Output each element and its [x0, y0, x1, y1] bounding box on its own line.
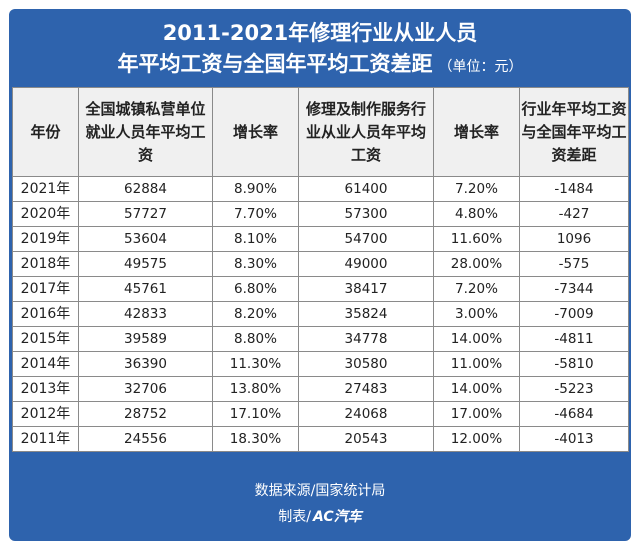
cell-repair-wage: 30580	[298, 351, 434, 377]
header-repair-growth: 增长率	[433, 87, 520, 177]
header-repair-wage: 修理及制作服务行业从业人员年平均工资	[298, 87, 434, 177]
cell-repair-growth: 17.00%	[433, 401, 520, 427]
cell-repair-growth: 11.00%	[433, 351, 520, 377]
cell-repair-growth: 28.00%	[433, 251, 520, 277]
data-source: 数据来源/国家统计局	[254, 483, 386, 499]
table-row: 2016年 42833 8.20% 35824 3.00% -7009	[12, 301, 629, 327]
cell-national-wage: 32706	[78, 376, 213, 402]
table-row: 2019年 53604 8.10% 54700 11.60% 1096	[12, 226, 629, 252]
cell-repair-wage: 57300	[298, 201, 434, 227]
title-block: 2011-2021年修理行业从业人员 年平均工资与全国年平均工资差距 （单位：元）	[9, 9, 631, 87]
table-row: 2021年 62884 8.90% 61400 7.20% -1484	[12, 176, 629, 202]
made-by-label: 制表/	[278, 509, 312, 525]
table-row: 2011年 24556 18.30% 20543 12.00% -4013	[12, 426, 629, 452]
cell-national-wage: 53604	[78, 226, 213, 252]
table-header-row: 年份 全国城镇私营单位就业人员年平均工资 增长率 修理及制作服务行业从业人员年平…	[12, 87, 629, 177]
cell-wage-gap: -5223	[519, 376, 629, 402]
table-body: 2021年 62884 8.90% 61400 7.20% -1484 2020年 57727…	[12, 176, 629, 452]
cell-national-wage: 42833	[78, 301, 213, 327]
cell-national-wage: 62884	[78, 176, 213, 202]
cell-year: 2021年	[12, 176, 79, 202]
brand-logo: AC汽车	[313, 509, 362, 525]
cell-repair-wage: 20543	[298, 426, 434, 452]
cell-national-growth: 18.30%	[212, 426, 299, 452]
unit-label: （单位：元）	[438, 59, 523, 75]
cell-wage-gap: -7009	[519, 301, 629, 327]
cell-year: 2019年	[12, 226, 79, 252]
cell-wage-gap: -7344	[519, 276, 629, 302]
cell-national-growth: 11.30%	[212, 351, 299, 377]
cell-repair-growth: 3.00%	[433, 301, 520, 327]
cell-year: 2018年	[12, 251, 79, 277]
cell-repair-growth: 12.00%	[433, 426, 520, 452]
cell-repair-growth: 14.00%	[433, 326, 520, 352]
cell-wage-gap: 1096	[519, 226, 629, 252]
cell-repair-wage: 27483	[298, 376, 434, 402]
cell-year: 2011年	[12, 426, 79, 452]
cell-repair-growth: 14.00%	[433, 376, 520, 402]
infographic-card: 2011-2021年修理行业从业人员 年平均工资与全国年平均工资差距 （单位：元）…	[9, 9, 631, 541]
cell-repair-growth: 7.20%	[433, 176, 520, 202]
title-line-2: 年平均工资与全国年平均工资差距 （单位：元）	[9, 51, 631, 80]
cell-repair-wage: 49000	[298, 251, 434, 277]
cell-repair-growth: 11.60%	[433, 226, 520, 252]
cell-year: 2013年	[12, 376, 79, 402]
table-row: 2020年 57727 7.70% 57300 4.80% -427	[12, 201, 629, 227]
table-row: 2013年 32706 13.80% 27483 14.00% -5223	[12, 376, 629, 402]
cell-repair-growth: 4.80%	[433, 201, 520, 227]
cell-national-growth: 8.90%	[212, 176, 299, 202]
cell-year: 2020年	[12, 201, 79, 227]
table-row: 2018年 49575 8.30% 49000 28.00% -575	[12, 251, 629, 277]
cell-national-wage: 45761	[78, 276, 213, 302]
cell-national-wage: 49575	[78, 251, 213, 277]
cell-repair-wage: 38417	[298, 276, 434, 302]
cell-wage-gap: -5810	[519, 351, 629, 377]
cell-wage-gap: -427	[519, 201, 629, 227]
cell-national-growth: 13.80%	[212, 376, 299, 402]
cell-national-wage: 57727	[78, 201, 213, 227]
cell-year: 2012年	[12, 401, 79, 427]
table-row: 2012年 28752 17.10% 24068 17.00% -4684	[12, 401, 629, 427]
cell-repair-wage: 34778	[298, 326, 434, 352]
made-by: 制表/AC汽车	[9, 507, 631, 527]
cell-year: 2017年	[12, 276, 79, 302]
header-wage-gap: 行业年平均工资与全国年平均工资差距	[519, 87, 629, 177]
cell-repair-wage: 54700	[298, 226, 434, 252]
cell-national-growth: 17.10%	[212, 401, 299, 427]
title-line-2-text: 年平均工资与全国年平均工资差距	[117, 52, 433, 76]
cell-national-wage: 28752	[78, 401, 213, 427]
cell-repair-wage: 24068	[298, 401, 434, 427]
cell-national-growth: 8.30%	[212, 251, 299, 277]
title-line-1: 2011-2021年修理行业从业人员	[162, 21, 478, 45]
table-row: 2014年 36390 11.30% 30580 11.00% -5810	[12, 351, 629, 377]
cell-year: 2015年	[12, 326, 79, 352]
cell-wage-gap: -4684	[519, 401, 629, 427]
cell-wage-gap: -575	[519, 251, 629, 277]
header-national-wage: 全国城镇私营单位就业人员年平均工资	[78, 87, 213, 177]
table-row: 2015年 39589 8.80% 34778 14.00% -4811	[12, 326, 629, 352]
cell-national-growth: 8.10%	[212, 226, 299, 252]
cell-repair-wage: 61400	[298, 176, 434, 202]
cell-national-wage: 39589	[78, 326, 213, 352]
header-year: 年份	[12, 87, 79, 177]
cell-national-growth: 6.80%	[212, 276, 299, 302]
cell-wage-gap: -1484	[519, 176, 629, 202]
cell-wage-gap: -4013	[519, 426, 629, 452]
table-row: 2017年 45761 6.80% 38417 7.20% -7344	[12, 276, 629, 302]
cell-year: 2016年	[12, 301, 79, 327]
cell-national-growth: 8.80%	[212, 326, 299, 352]
cell-year: 2014年	[12, 351, 79, 377]
cell-national-wage: 36390	[78, 351, 213, 377]
cell-wage-gap: -4811	[519, 326, 629, 352]
cell-national-growth: 7.70%	[212, 201, 299, 227]
cell-national-growth: 8.20%	[212, 301, 299, 327]
wage-table: 年份 全国城镇私营单位就业人员年平均工资 增长率 修理及制作服务行业从业人员年平…	[12, 87, 629, 452]
header-national-growth: 增长率	[212, 87, 299, 177]
cell-national-wage: 24556	[78, 426, 213, 452]
cell-repair-growth: 7.20%	[433, 276, 520, 302]
cell-repair-wage: 35824	[298, 301, 434, 327]
